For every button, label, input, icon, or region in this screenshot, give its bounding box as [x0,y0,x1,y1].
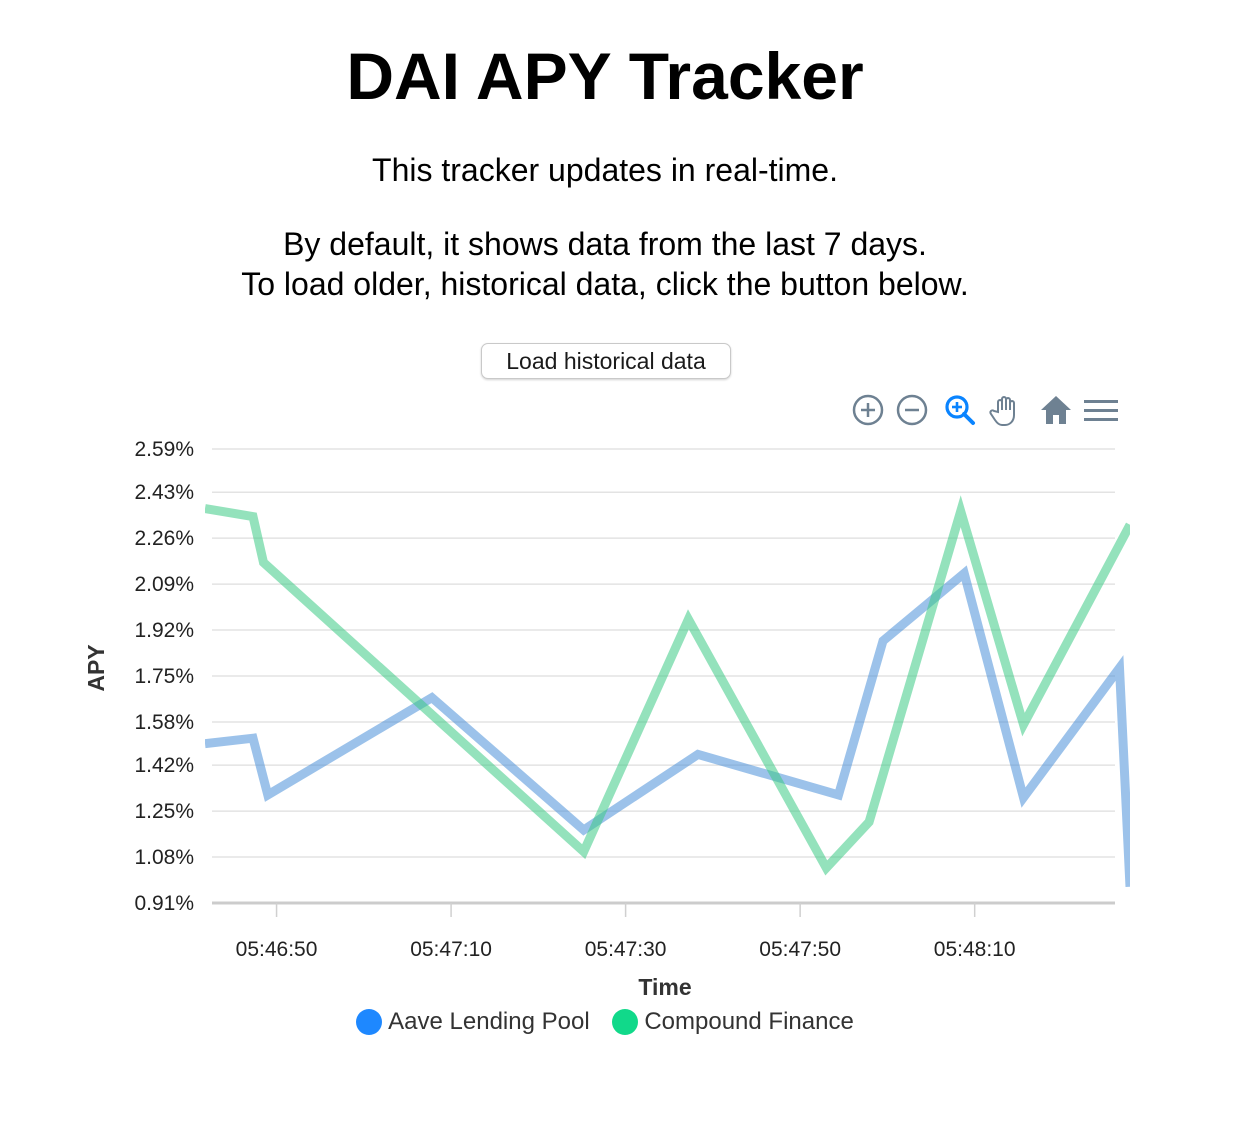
legend-item-aave[interactable]: Aave Lending Pool [356,1008,590,1036]
menu-icon[interactable] [1082,392,1118,428]
intro-line-default-range: By default, it shows data from the last … [283,226,927,262]
x-axis-title: Time [638,974,691,1000]
y-tick-label: 1.42% [134,754,194,777]
x-tick-label: 05:47:30 [585,938,667,961]
y-tick-label: 2.09% [134,573,194,596]
y-tick-label: 1.75% [134,665,194,688]
reset-zoom-home-icon[interactable] [1038,392,1074,428]
intro-line-realtime: This tracker updates in real-time. [372,152,838,188]
selection-zoom-icon[interactable] [942,392,978,428]
y-tick-label: 1.25% [134,800,194,823]
y-tick-label: 2.59% [134,438,194,461]
chart-toolbar [850,392,1120,430]
zoom-out-icon[interactable] [894,392,930,428]
legend-item-compound[interactable]: Compound Finance [612,1008,854,1036]
series-line-aave[interactable] [205,565,1130,888]
legend-marker-aave [356,1009,383,1035]
x-tick-label: 05:47:50 [759,938,841,961]
axes: 0.91% 1.08% 1.25% 1.42% 1.58% 1.75% 1.92% 2.09%… [134,438,1015,961]
x-tick-label: 05:48:10 [934,938,1016,961]
y-tick-label: 2.26% [134,527,194,550]
legend-label-compound: Compound Finance [644,1008,854,1035]
y-tick-label: 0.91% [134,892,194,915]
x-tick-label: 05:46:50 [236,938,318,961]
zoom-in-icon[interactable] [850,392,886,428]
legend-label-aave: Aave Lending Pool [388,1008,590,1035]
intro-text: This tracker updates in real-time. By de… [0,150,1210,304]
intro-line-load-hint: To load older, historical data, click th… [241,266,969,302]
series-line-compound[interactable] [205,495,1130,876]
y-tick-label: 1.08% [134,846,194,869]
chart-legend: Aave Lending Pool Compound Finance [0,1008,1210,1042]
x-tick-label: 05:47:10 [410,938,492,961]
load-historical-data-button[interactable]: Load historical data [481,343,731,379]
y-tick-label: 1.58% [134,711,194,734]
y-axis-title: APY [83,644,109,691]
pan-hand-icon[interactable] [988,392,1024,428]
y-tick-label: 2.43% [134,481,194,504]
page-title: DAI APY Tracker [346,39,864,113]
series-lines [205,495,1130,888]
y-tick-label: 1.92% [134,619,194,642]
legend-marker-compound [612,1009,639,1035]
